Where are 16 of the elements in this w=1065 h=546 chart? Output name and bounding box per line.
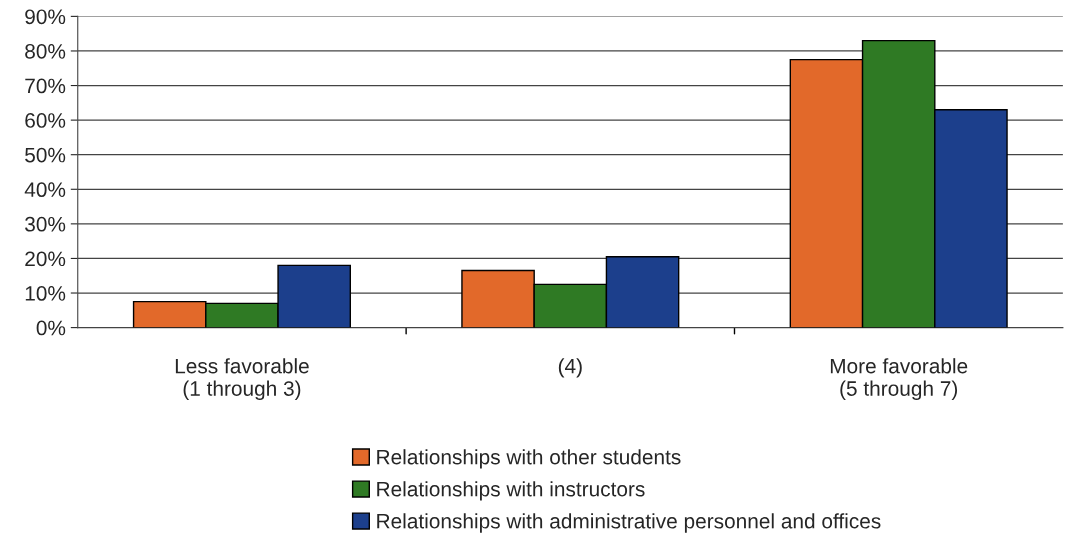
y-tick-label: 40% [24, 182, 66, 198]
y-tick-label: 50% [25, 147, 66, 163]
y-tick-label: 0% [36, 320, 66, 336]
y-tick-label: 10% [25, 286, 66, 301]
y-tick-label: 90% [25, 9, 66, 25]
y-tick-label: 60% [25, 113, 66, 128]
x-tick-label: More favorable (5 through 7) [830, 358, 968, 401]
y-tick-label: 70% [25, 78, 66, 94]
y-tick-label: 80% [25, 43, 66, 59]
legend-label: Relationships with instructors [377, 481, 645, 501]
x-tick-label: (4) [558, 358, 582, 378]
x-tick-label: Less favorable (1 through 3) [175, 358, 309, 401]
legend-label: Relationships with administrative personnel and offices [377, 513, 881, 533]
legend-label: Relationships with other students [377, 449, 681, 469]
y-tick-label: 20% [25, 251, 66, 267]
y-tick-label: 30% [25, 216, 66, 232]
